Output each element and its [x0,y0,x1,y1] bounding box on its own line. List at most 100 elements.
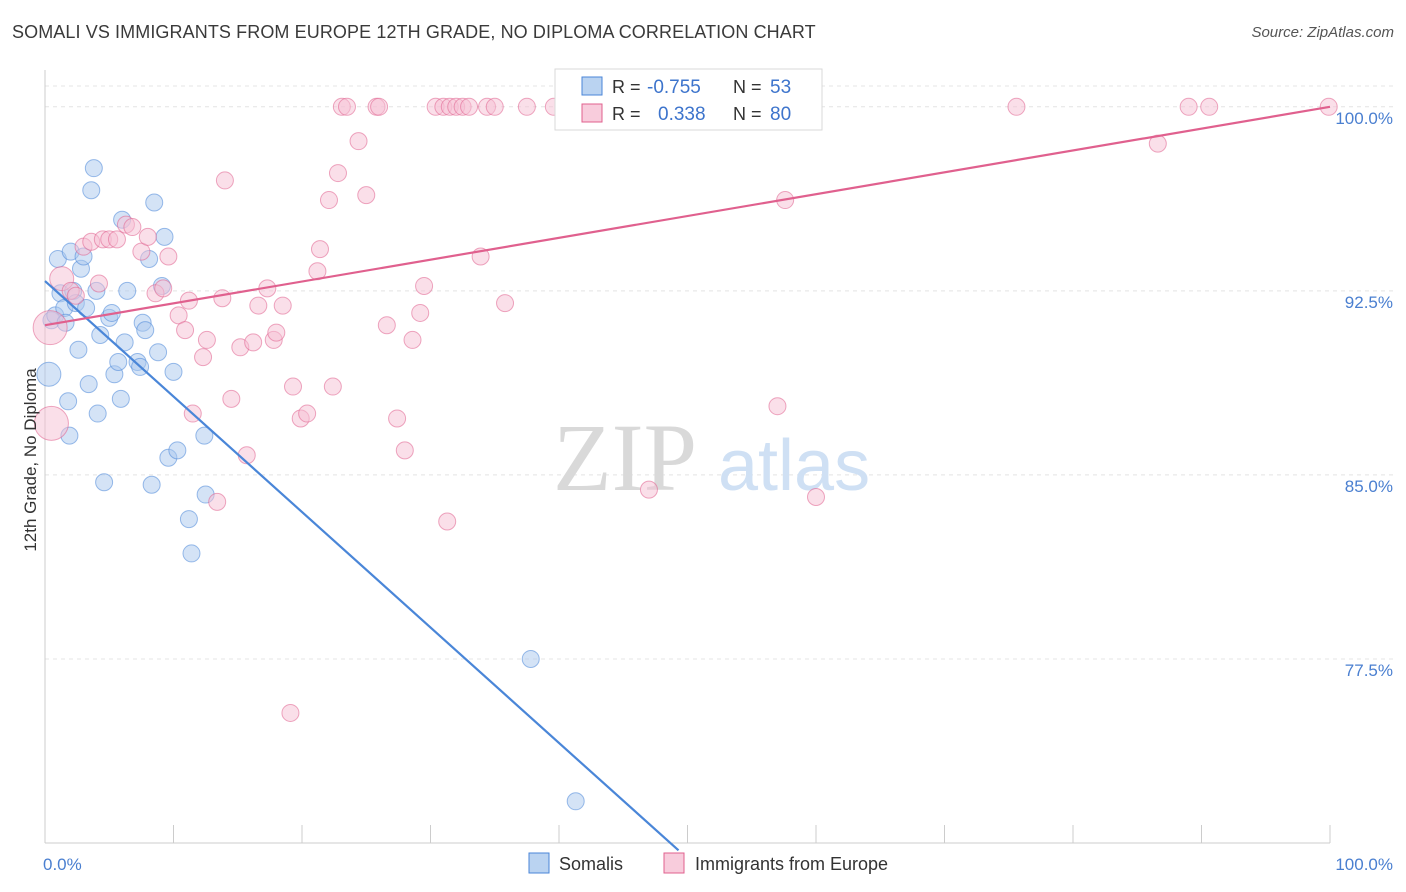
europe-point [319,191,338,210]
europe-point [370,97,389,116]
somali-point [155,227,174,246]
somali-point [111,389,130,408]
somali-point [136,321,155,340]
europe-point [388,409,407,428]
legend-r-value-0: -0.755 [647,77,701,98]
watermark-atlas: atlas [718,426,870,506]
europe-point [197,330,216,349]
trend-lines [44,105,1331,852]
europe-point [244,333,263,352]
somali-point [36,361,62,387]
europe-point [1007,97,1026,116]
somali-point [91,326,110,345]
europe-point [496,294,515,313]
europe-point [411,303,430,322]
legend-r-label-0: R = [612,77,641,97]
somali-point [109,353,128,372]
europe-point [281,703,300,722]
somali-point [82,181,101,200]
somali-point [179,510,198,529]
somali-point [95,473,114,492]
europe-point [66,286,85,305]
bottom-legend-europe: Immigrants from Europe [695,854,888,874]
europe-point [249,296,268,315]
europe-point [208,492,227,511]
legend-r-value-1: 0.338 [658,104,706,125]
europe-point [337,97,356,116]
somali-point [88,404,107,423]
somali-point [142,475,161,494]
europe-point [107,230,126,249]
europe-point [284,377,303,396]
bottom-legend-swatch-somalis [528,852,550,874]
europe-point [438,512,457,531]
europe-point [807,487,825,506]
y-axis-label: 12th Grade, No Diploma [21,368,40,552]
chart-source: Source: ZipAtlas.com [1251,24,1394,41]
somali-point [566,792,585,811]
x-tick-label-start: 0.0% [43,855,82,874]
europe-point [32,310,68,346]
europe-point [403,330,422,349]
europe-point [415,276,434,295]
europe-point [154,279,173,298]
legend-n-label-0: N = [733,77,762,97]
tick-labels: 77.5% 85.0% 92.5% 100.0% 0.0% 100.0% [43,109,1393,874]
somali-point [521,649,540,668]
somali-point [145,193,164,212]
watermark-zip: ZIP [553,404,697,511]
europe-point [89,274,108,293]
europe-point [215,171,234,190]
x-tick-label-end: 100.0% [1335,855,1393,874]
europe-point [1200,97,1219,116]
europe-point [194,348,213,367]
somali-point [69,340,88,359]
legend-n-value-1: 80 [770,104,791,125]
correlation-legend: R = -0.755 N = 53 R = 0.338 N = 80 [554,68,823,131]
chart-title: SOMALI VS IMMIGRANTS FROM EUROPE 12TH GR… [12,22,816,42]
somali-point [164,362,183,381]
somali-point [84,159,103,178]
y-tick-label: 77.5% [1345,661,1393,680]
somali-point [149,343,168,362]
bottom-legend-swatch-europe [663,852,685,874]
grid-lines [45,85,1395,660]
europe-point [213,289,232,308]
y-tick-label: 92.5% [1345,293,1393,312]
europe-point [176,321,195,340]
europe-point [328,164,347,183]
somali-point [79,375,98,394]
somali-point [182,544,201,563]
europe-point [222,389,241,408]
y-tick-label: 85.0% [1345,477,1393,496]
axes [44,70,1331,844]
somali-trend-line [44,280,680,852]
series-legend: Somalis Immigrants from Europe [528,852,888,874]
europe-point [323,377,342,396]
somali-point [168,441,187,460]
europe-point [485,97,504,116]
watermark: ZIP atlas [553,404,870,511]
europe-point [460,97,479,116]
europe-point [298,404,317,423]
europe-point [138,227,157,246]
europe-trend-line [44,105,1331,327]
y-tick-label: 100.0% [1335,109,1393,128]
legend-swatch-europe [581,103,603,123]
europe-point [1179,97,1198,116]
somali-point [195,426,214,445]
europe-point [159,247,178,266]
europe-point [639,480,658,499]
europe-point [349,132,368,151]
europe-point [273,296,292,315]
europe-point [33,405,69,441]
bottom-legend-somalis: Somalis [559,854,623,874]
europe-point [123,218,142,237]
legend-swatch-somalis [581,76,603,96]
europe-point [267,323,286,342]
legend-n-label-1: N = [733,104,762,124]
somali-point [118,281,137,300]
somali-point [115,333,134,352]
europe-point [768,397,787,416]
